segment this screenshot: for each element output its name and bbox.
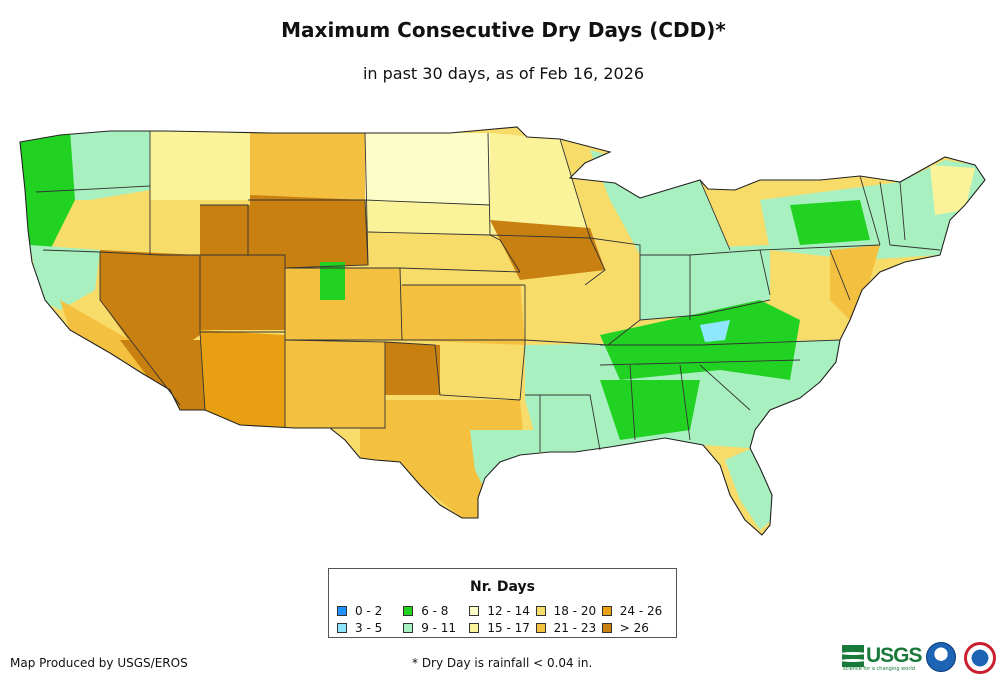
cdd-region bbox=[385, 342, 440, 395]
legend-swatch bbox=[469, 606, 480, 616]
cdd-region bbox=[250, 130, 365, 200]
cdd-region bbox=[700, 320, 730, 342]
legend-label: 0 - 2 bbox=[355, 604, 383, 618]
cdd-region bbox=[200, 330, 285, 428]
noaa-logo-icon bbox=[926, 642, 956, 672]
legend-item: 3 - 5 bbox=[337, 620, 403, 636]
cdd-region bbox=[930, 165, 975, 215]
legend-label: 18 - 20 bbox=[553, 604, 597, 618]
cdd-region bbox=[640, 245, 770, 320]
legend-item: 24 - 26 bbox=[601, 603, 668, 619]
legend-label: 21 - 23 bbox=[553, 621, 597, 635]
legend-label: 15 - 17 bbox=[487, 621, 530, 635]
cdd-region bbox=[520, 270, 640, 345]
cdd-region bbox=[285, 268, 402, 340]
cdd-region bbox=[440, 345, 525, 400]
legend-label: 24 - 26 bbox=[619, 604, 663, 618]
legend-item: 18 - 20 bbox=[535, 603, 602, 619]
cdd-region bbox=[360, 400, 525, 518]
dry-day-footnote: * Dry Day is rainfall < 0.04 in. bbox=[412, 656, 593, 670]
cdd-region bbox=[70, 130, 150, 200]
legend-label: 3 - 5 bbox=[355, 621, 383, 635]
state-borders bbox=[19, 126, 986, 536]
legend-label: 12 - 14 bbox=[487, 604, 530, 618]
legend-swatch bbox=[337, 606, 347, 616]
cdd-region bbox=[365, 133, 490, 205]
legend-label: 6 - 8 bbox=[421, 604, 449, 618]
legend-swatch bbox=[535, 606, 546, 616]
nws-logo-icon bbox=[964, 642, 996, 674]
legend-item: 12 - 14 bbox=[469, 603, 535, 619]
cdd-region bbox=[320, 262, 345, 300]
cdd-region bbox=[120, 340, 205, 410]
cdd-region bbox=[60, 300, 150, 380]
cdd-region bbox=[30, 245, 100, 310]
usgs-logo: USGS bbox=[842, 644, 923, 668]
legend-item: 21 - 23 bbox=[535, 620, 602, 636]
legend-swatch bbox=[601, 606, 612, 616]
map-subtitle: in past 30 days, as of Feb 16, 2026 bbox=[362, 64, 645, 83]
cdd-region bbox=[830, 245, 880, 320]
legend-grid: 0 - 2 3 - 5 6 - 8 9 - 11 12 - 14 15 - 17 18 - … bbox=[337, 603, 668, 636]
legend-label: > 26 bbox=[619, 621, 649, 635]
legend-item: 9 - 11 bbox=[403, 620, 469, 636]
legend-item: 6 - 8 bbox=[403, 603, 469, 619]
usgs-wave-icon bbox=[842, 645, 864, 667]
map-title: Maximum Consecutive Dry Days (CDD)* bbox=[281, 18, 726, 42]
legend: Nr. Days 0 - 2 3 - 5 6 - 8 9 - 11 12 - 14 15 … bbox=[328, 568, 677, 638]
cdd-region bbox=[600, 380, 700, 440]
usgs-tagline: science for a changing world bbox=[843, 666, 915, 672]
legend-swatch bbox=[403, 606, 414, 616]
legend-swatch bbox=[535, 623, 546, 633]
legend-swatch bbox=[469, 623, 480, 633]
legend-swatch bbox=[403, 623, 414, 633]
agency-logos: USGS science for a changing world bbox=[842, 640, 1002, 680]
legend-item: 0 - 2 bbox=[337, 603, 403, 619]
cdd-region bbox=[790, 200, 870, 245]
legend-item: 15 - 17 bbox=[469, 620, 535, 636]
legend-swatch bbox=[337, 623, 347, 633]
usgs-logo-text: USGS bbox=[866, 644, 923, 667]
cdd-region bbox=[400, 285, 525, 345]
cdd-region bbox=[365, 200, 490, 235]
legend-swatch bbox=[601, 623, 612, 633]
legend-label: 9 - 11 bbox=[421, 621, 457, 635]
legend-title: Nr. Days bbox=[470, 579, 535, 595]
map-credit: Map Produced by USGS/EROS bbox=[10, 656, 188, 670]
cdd-region bbox=[250, 195, 368, 268]
legend-item: > 26 bbox=[601, 620, 668, 636]
cdd-region bbox=[150, 130, 250, 200]
cdd-region bbox=[490, 220, 605, 280]
cdd-region bbox=[490, 133, 590, 238]
cdd-region bbox=[368, 232, 520, 285]
cdd-region bbox=[600, 300, 800, 380]
cdd-region bbox=[20, 130, 80, 250]
